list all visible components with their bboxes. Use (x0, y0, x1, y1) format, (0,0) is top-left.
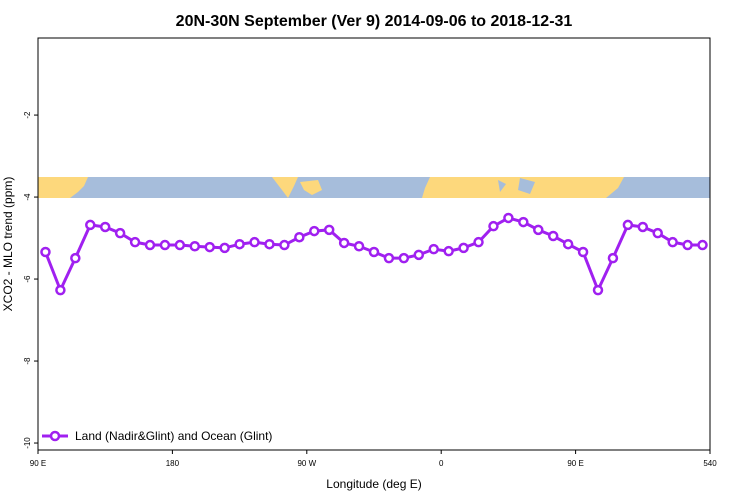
point (637, 221, 649, 233)
map-strip (38, 177, 710, 198)
point (488, 220, 499, 232)
x-axis-label: Longitude (deg E) (326, 477, 421, 491)
point (607, 252, 619, 264)
point (413, 249, 425, 261)
y-tick-label: -6 (23, 275, 32, 283)
point (99, 221, 111, 233)
x-tick-label: 90 E (567, 459, 583, 468)
x-tick-label: 90 E (30, 459, 46, 468)
point (562, 238, 574, 250)
point (667, 236, 678, 248)
point (518, 216, 529, 228)
point (428, 243, 439, 255)
point (398, 252, 410, 264)
point (294, 231, 305, 243)
point (55, 284, 66, 296)
legend-label: Land (Nadir&Glint) and Ocean (Glint) (75, 429, 272, 443)
y-tick-label: -2 (23, 111, 32, 119)
point (279, 239, 290, 251)
point (264, 238, 275, 250)
point (697, 239, 708, 251)
point (353, 241, 365, 252)
y-tick-label: -10 (23, 437, 32, 449)
point (547, 230, 559, 242)
point (338, 237, 350, 249)
chart-title: 20N-30N September (Ver 9) 2014-09-06 to … (176, 13, 573, 30)
point (383, 252, 395, 264)
point (323, 224, 335, 236)
point (309, 225, 320, 237)
point (249, 236, 260, 248)
point (174, 239, 186, 251)
point (533, 224, 544, 236)
x-tick-label: 0 (439, 459, 444, 468)
plot-frame (37, 37, 711, 451)
point (129, 236, 141, 248)
point (622, 219, 634, 231)
legend-marker (49, 430, 61, 442)
point (219, 242, 230, 254)
point (652, 227, 663, 239)
point (473, 236, 484, 248)
point (189, 241, 201, 252)
point (577, 246, 589, 258)
point (503, 212, 514, 224)
y-tick-label: -4 (23, 193, 32, 201)
y-axis-label: XCO2 - MLO trend (ppm) (1, 177, 15, 312)
point (70, 252, 81, 264)
point (458, 242, 469, 254)
point (159, 239, 171, 251)
x-tick-label: 540 (703, 459, 717, 468)
point (592, 284, 604, 296)
point (234, 238, 245, 250)
point (368, 246, 380, 258)
point (204, 241, 215, 253)
point (443, 245, 454, 257)
x-tick-label: 90 W (297, 459, 316, 468)
point (144, 239, 156, 251)
point (40, 246, 51, 258)
y-tick-label: -8 (23, 357, 32, 365)
x-tick-label: 180 (166, 459, 180, 468)
point (682, 239, 693, 251)
point (85, 219, 96, 231)
point (114, 227, 126, 239)
